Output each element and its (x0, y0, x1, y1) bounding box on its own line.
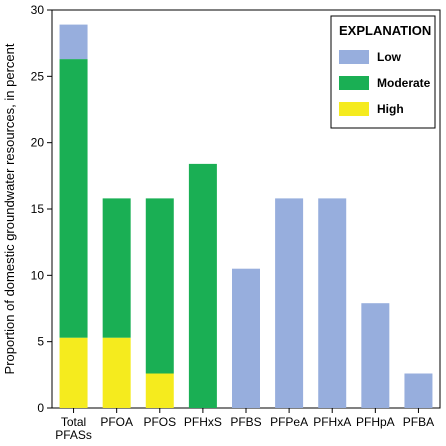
bar-moderate-segment (59, 59, 88, 338)
x-tick-label: PFHpA (356, 415, 395, 429)
legend-swatch-moderate (339, 76, 369, 90)
legend-item-high: High (377, 102, 404, 116)
y-tick-label: 15 (31, 202, 45, 216)
bar-high-segment (102, 337, 131, 408)
bar-low-segment (404, 373, 433, 408)
bars (59, 24, 433, 408)
legend-swatch-low (339, 50, 369, 64)
x-tick-label: PFASs (55, 428, 92, 442)
x-tick-label: PFPeA (270, 415, 308, 429)
x-tick-label: PFOS (143, 415, 176, 429)
bar-moderate-segment (145, 198, 174, 374)
x-tick-label: PFOA (100, 415, 133, 429)
legend-item-low: Low (377, 50, 402, 64)
bar-high-segment (59, 337, 88, 408)
legend: EXPLANATION Low Moderate High (330, 15, 436, 129)
bar-low-segment (361, 303, 390, 408)
x-tick-label: PFHxS (184, 415, 222, 429)
y-axis: 0 5 10 15 20 25 30 (31, 3, 52, 415)
legend-item-moderate: Moderate (377, 76, 431, 90)
y-tick-label: 30 (31, 3, 45, 17)
legend-swatch-high (339, 102, 369, 116)
bar-moderate-segment (188, 163, 217, 408)
y-tick-label: 5 (37, 335, 44, 349)
bar-low-segment (59, 24, 88, 60)
legend-title: EXPLANATION (339, 23, 431, 38)
y-axis-label: Proportion of domestic groundwater resou… (2, 43, 17, 374)
y-tick-label: 25 (31, 69, 45, 83)
x-tick-label: PFHxA (313, 415, 351, 429)
bar-moderate-segment (102, 198, 131, 338)
bar-high-segment (145, 373, 174, 408)
y-tick-label: 10 (31, 268, 45, 282)
bar-low-segment (275, 198, 304, 408)
x-tick-label: PFBA (403, 415, 434, 429)
y-tick-label: 20 (31, 136, 45, 150)
x-tick-label: PFBS (230, 415, 261, 429)
bar-low-segment (318, 198, 347, 408)
y-tick-label: 0 (37, 401, 44, 415)
x-tick-label: Total (61, 415, 86, 429)
bar-low-segment (232, 268, 260, 408)
